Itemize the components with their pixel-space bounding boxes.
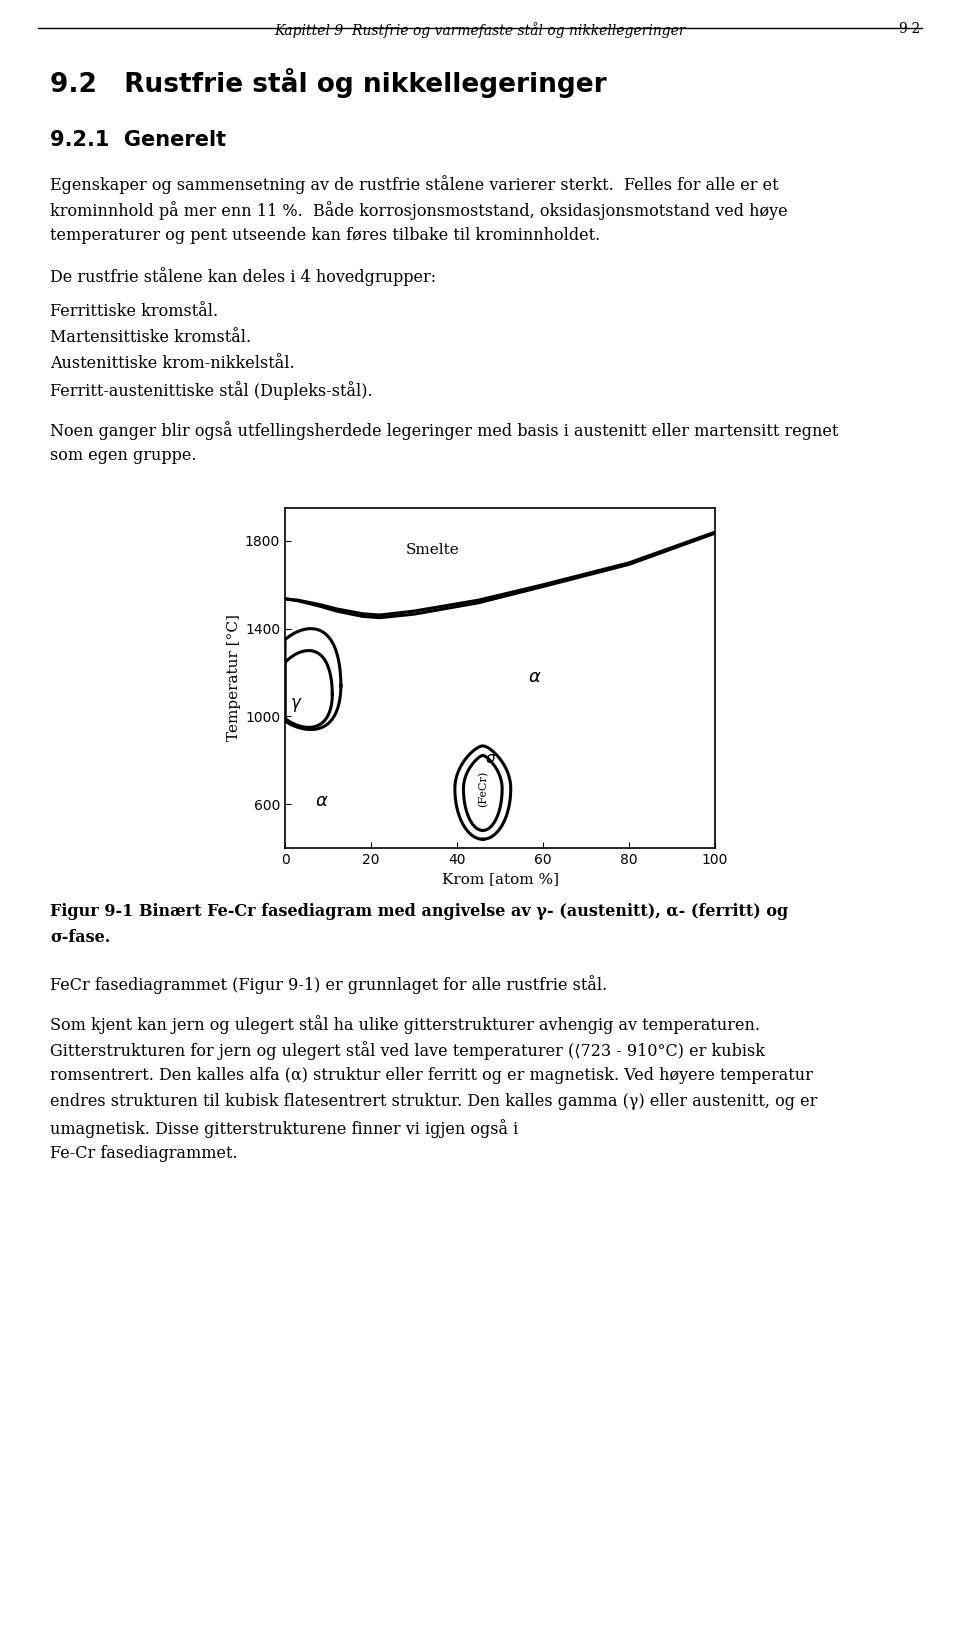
Y-axis label: Temperatur [°C]: Temperatur [°C] xyxy=(227,615,241,742)
Text: Figur 9-1 Binært Fe-Cr fasediagram med angivelse av γ- (austenitt), α- (ferritt): Figur 9-1 Binært Fe-Cr fasediagram med a… xyxy=(50,903,788,919)
Text: σ-fase.: σ-fase. xyxy=(50,929,110,945)
Text: FeCr fasediagrammet (Figur 9-1) er grunnlaget for alle rustfrie stål.: FeCr fasediagrammet (Figur 9-1) er grunn… xyxy=(50,975,608,994)
Text: endres strukturen til kubisk flatesentrert struktur. Den kalles gamma (γ) eller : endres strukturen til kubisk flatesentre… xyxy=(50,1094,817,1110)
Text: Noen ganger blir også utfellingsherdede legeringer med basis i austenitt eller m: Noen ganger blir også utfellingsherdede … xyxy=(50,421,838,440)
Text: Smelte: Smelte xyxy=(405,543,459,557)
Text: 9.2.1  Generelt: 9.2.1 Generelt xyxy=(50,130,227,150)
Text: (FeCr): (FeCr) xyxy=(478,771,488,807)
Text: krominnhold på mer enn 11 %.  Både korrosjonsmoststand, oksidasjonsmotstand ved : krominnhold på mer enn 11 %. Både korros… xyxy=(50,200,787,220)
Text: temperaturer og pent utseende kan føres tilbake til krominnholdet.: temperaturer og pent utseende kan føres … xyxy=(50,227,600,244)
Text: 9.2   Rustfrie stål og nikkellegeringer: 9.2 Rustfrie stål og nikkellegeringer xyxy=(50,68,607,98)
Text: Gitterstrukturen for jern og ulegert stål ved lave temperaturer (⟨723 - 910°C) e: Gitterstrukturen for jern og ulegert stå… xyxy=(50,1042,765,1060)
Text: Ferritt-austenittiske stål (Dupleks-stål).: Ferritt-austenittiske stål (Dupleks-stål… xyxy=(50,381,372,399)
Text: De rustfrie stålene kan deles i 4 hovedgrupper:: De rustfrie stålene kan deles i 4 hovedg… xyxy=(50,267,436,285)
Text: Egenskaper og sammensetning av de rustfrie stålene varierer sterkt.  Felles for : Egenskaper og sammensetning av de rustfr… xyxy=(50,174,779,194)
Text: $\gamma$: $\gamma$ xyxy=(290,696,302,714)
Text: Austenittiske krom-nikkelstål.: Austenittiske krom-nikkelstål. xyxy=(50,355,295,372)
Text: Fe-Cr fasediagrammet.: Fe-Cr fasediagrammet. xyxy=(50,1144,238,1162)
Text: som egen gruppe.: som egen gruppe. xyxy=(50,447,197,465)
Text: umagnetisk. Disse gitterstrukturene finner vi igjen også i: umagnetisk. Disse gitterstrukturene finn… xyxy=(50,1120,518,1138)
Text: $\sigma$: $\sigma$ xyxy=(486,750,497,766)
Text: romsentrert. Den kalles alfa (α) struktur eller ferritt og er magnetisk. Ved høy: romsentrert. Den kalles alfa (α) struktu… xyxy=(50,1068,813,1084)
Text: Som kjent kan jern og ulegert stål ha ulike gitterstrukturer avhengig av tempera: Som kjent kan jern og ulegert stål ha ul… xyxy=(50,1015,760,1033)
Text: $\alpha$: $\alpha$ xyxy=(528,668,541,686)
Text: 9-2: 9-2 xyxy=(898,21,920,36)
Text: Martensittiske kromstål.: Martensittiske kromstål. xyxy=(50,329,252,346)
Text: Kapittel 9  Rustfrie og varmefaste stål og nikkellegeringer: Kapittel 9 Rustfrie og varmefaste stål o… xyxy=(275,21,685,37)
X-axis label: Krom [atom %]: Krom [atom %] xyxy=(442,872,559,887)
Text: Ferrittiske kromstål.: Ferrittiske kromstål. xyxy=(50,303,218,319)
Text: $\alpha$: $\alpha$ xyxy=(315,792,328,810)
